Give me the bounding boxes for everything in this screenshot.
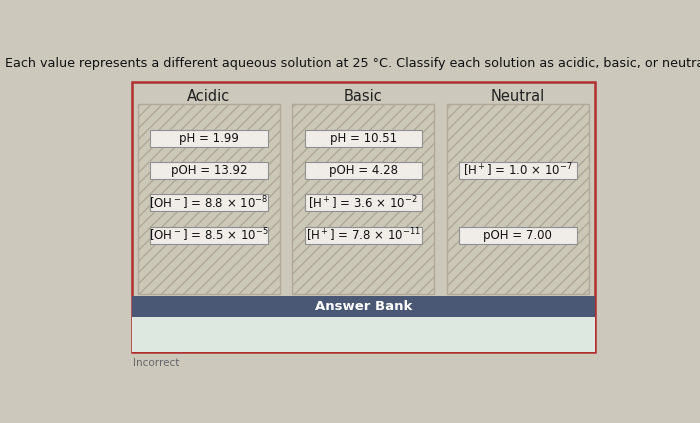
FancyBboxPatch shape [293,104,435,294]
Text: Acidic: Acidic [188,89,230,104]
Text: [OH$^-$] = 8.8 × 10$^{-8}$: [OH$^-$] = 8.8 × 10$^{-8}$ [149,194,269,212]
Text: Incorrect: Incorrect [133,358,180,368]
Text: [H$^+$] = 7.8 × 10$^{-11}$: [H$^+$] = 7.8 × 10$^{-11}$ [306,226,421,244]
FancyBboxPatch shape [150,162,267,179]
Text: pH = 1.99: pH = 1.99 [179,132,239,145]
FancyBboxPatch shape [138,104,280,294]
Text: pOH = 13.92: pOH = 13.92 [171,164,247,177]
FancyBboxPatch shape [132,317,595,352]
Text: pOH = 4.28: pOH = 4.28 [329,164,398,177]
FancyBboxPatch shape [459,162,577,179]
FancyBboxPatch shape [132,82,595,352]
FancyBboxPatch shape [132,296,595,317]
FancyBboxPatch shape [304,227,422,244]
Text: Answer Bank: Answer Bank [315,300,412,313]
FancyBboxPatch shape [304,130,422,147]
Text: pOH = 7.00: pOH = 7.00 [484,228,552,242]
Text: Basic: Basic [344,89,383,104]
Text: [H$^+$] = 1.0 × 10$^{-7}$: [H$^+$] = 1.0 × 10$^{-7}$ [463,162,573,179]
FancyBboxPatch shape [150,227,267,244]
Text: pH = 10.51: pH = 10.51 [330,132,397,145]
FancyBboxPatch shape [447,104,589,294]
Text: [OH$^-$] = 8.5 × 10$^{-5}$: [OH$^-$] = 8.5 × 10$^{-5}$ [149,226,269,244]
FancyBboxPatch shape [150,194,267,211]
FancyBboxPatch shape [304,194,422,211]
Text: Neutral: Neutral [491,89,545,104]
Text: [H$^+$] = 3.6 × 10$^{-2}$: [H$^+$] = 3.6 × 10$^{-2}$ [309,194,419,212]
FancyBboxPatch shape [459,227,577,244]
FancyBboxPatch shape [304,162,422,179]
Text: Each value represents a different aqueous solution at 25 °C. Classify each solut: Each value represents a different aqueou… [6,57,700,70]
FancyBboxPatch shape [150,130,267,147]
